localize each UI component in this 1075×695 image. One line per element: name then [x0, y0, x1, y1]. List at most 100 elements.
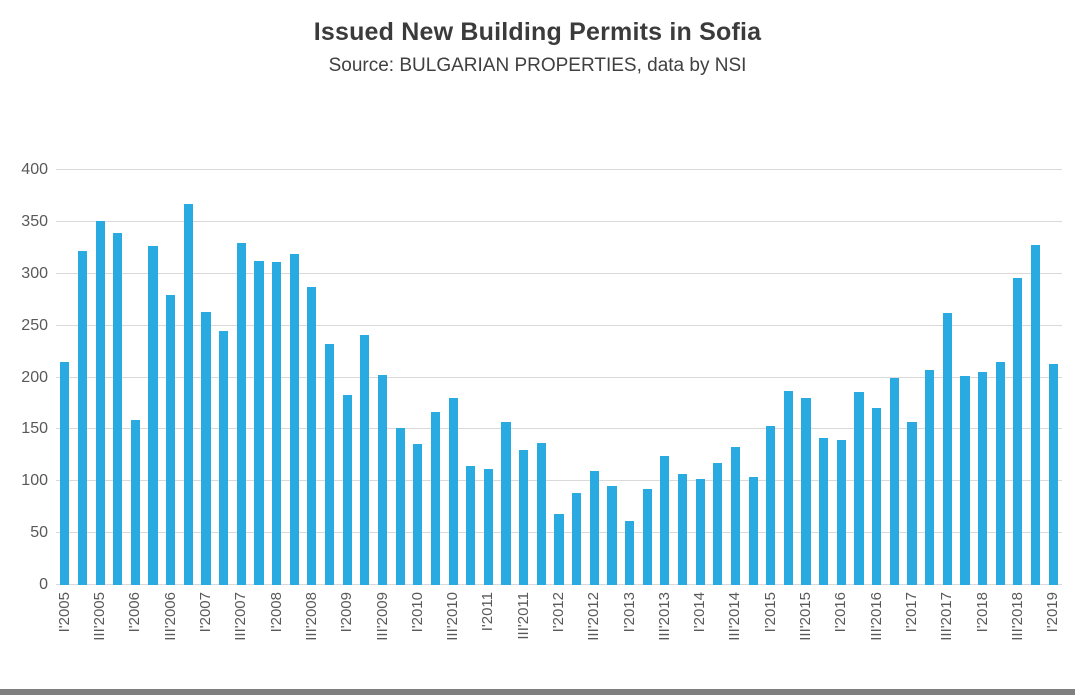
x-axis-labels: I'2005 III'2005 I'2006 III'2006 I'2007 III'20…: [56, 585, 1062, 685]
y-tick-label: 300: [21, 264, 48, 282]
bar: [907, 422, 917, 585]
y-tick-label: 350: [21, 212, 48, 230]
bar: [130, 420, 140, 585]
bar: [925, 370, 935, 585]
x-tick-label: III'2017: [938, 592, 956, 641]
plot-area: [56, 169, 1062, 585]
bar: [272, 262, 282, 585]
x-tick-label: I'2013: [620, 592, 638, 633]
bar: [1030, 244, 1041, 585]
x-tick-label: III'2015: [797, 592, 815, 641]
x-tick-label: III'2010: [444, 592, 462, 641]
bar: [554, 514, 564, 585]
x-tick-label: I'2014: [691, 592, 709, 633]
bar: [95, 220, 105, 585]
bar: [377, 375, 388, 585]
bar: [501, 422, 511, 585]
x-tick-label: I'2008: [267, 592, 285, 633]
gridline: [56, 169, 1062, 170]
x-tick-label: I'2007: [197, 592, 215, 633]
bar: [695, 479, 705, 585]
bar: [713, 462, 723, 585]
gridline: [56, 428, 1062, 430]
x-tick-label: I'2011: [479, 592, 497, 632]
x-tick-label: III'2007: [232, 592, 250, 641]
bar: [289, 254, 299, 585]
bar: [324, 344, 335, 585]
gridline: [56, 324, 1062, 326]
bar: [854, 392, 864, 585]
bar: [1013, 277, 1023, 585]
chart-title: Issued New Building Permits in Sofia: [313, 18, 762, 46]
bar: [448, 398, 458, 585]
x-tick-label: I'2009: [338, 592, 356, 633]
bar: [819, 437, 829, 585]
x-tick-label: III'2009: [373, 592, 391, 641]
bar: [572, 492, 582, 585]
y-axis: 0 50 100 150 200 250 300 350 400: [4, 161, 56, 593]
bar: [466, 465, 476, 585]
gridline: [56, 480, 1062, 482]
x-tick-label: I'2016: [832, 592, 850, 633]
bar: [430, 411, 441, 585]
x-tick-label: III'2013: [655, 592, 673, 641]
bar: [677, 474, 688, 585]
bar: [995, 361, 1005, 585]
y-tick-label: 400: [21, 161, 48, 178]
x-tick-label: I'2017: [902, 592, 920, 633]
x-tick-label: I'2018: [973, 592, 991, 633]
bar: [730, 447, 741, 585]
bar: [413, 443, 423, 585]
bar: [219, 330, 229, 585]
bar: [148, 245, 158, 585]
chart-subtitle: Source: BULGARIAN PROPERTIES, data by NS…: [328, 55, 747, 76]
bar: [60, 361, 70, 585]
bar-chart: 0 50 100 150 200 250 300 350 400 I'2005 III'2005 I…: [4, 161, 1062, 685]
bar: [960, 376, 970, 585]
x-tick-label: III'2008: [302, 592, 320, 641]
x-tick-label: III'2011: [514, 592, 532, 640]
bar: [307, 287, 317, 585]
x-tick-label: I'2005: [55, 592, 73, 633]
bar: [1048, 364, 1058, 585]
bar: [642, 488, 652, 585]
bar: [607, 486, 617, 585]
y-tick-label: 150: [21, 420, 48, 438]
bar: [536, 442, 546, 585]
y-tick-label: 200: [21, 368, 48, 386]
bar: [625, 520, 635, 585]
x-tick-label: I'2015: [761, 592, 779, 633]
y-tick-label: 250: [21, 316, 48, 334]
bar: [519, 450, 529, 585]
x-tick-label: III'2006: [161, 592, 179, 641]
x-tick-label: III'2016: [867, 592, 885, 641]
bar: [889, 377, 899, 585]
x-tick-label: III'2012: [585, 592, 603, 641]
bar: [783, 391, 794, 585]
bar: [589, 470, 599, 585]
chart-header: Issued New Building Permits in Sofia Sou…: [0, 0, 1075, 77]
bar: [201, 312, 211, 585]
bar: [113, 233, 123, 585]
bar: [766, 426, 776, 585]
bar: [942, 313, 952, 585]
x-tick-label: III'2014: [726, 592, 744, 641]
bar: [872, 407, 882, 585]
bar: [977, 372, 988, 585]
bar: [183, 204, 193, 585]
gridline: [56, 272, 1062, 274]
x-tick-label: III'2018: [1008, 592, 1026, 641]
bar: [166, 294, 176, 585]
bar: [254, 261, 264, 585]
window-edge-strip: [0, 689, 1075, 695]
y-tick-label: 50: [30, 524, 48, 542]
bar: [395, 428, 405, 585]
x-tick-label: I'2019: [1044, 592, 1062, 633]
bar: [836, 439, 846, 585]
bar: [748, 477, 758, 585]
x-tick-label: I'2006: [126, 592, 144, 633]
bar: [77, 250, 88, 585]
y-tick-label: 0: [39, 576, 48, 593]
bar: [236, 242, 246, 585]
bar: [483, 468, 493, 585]
